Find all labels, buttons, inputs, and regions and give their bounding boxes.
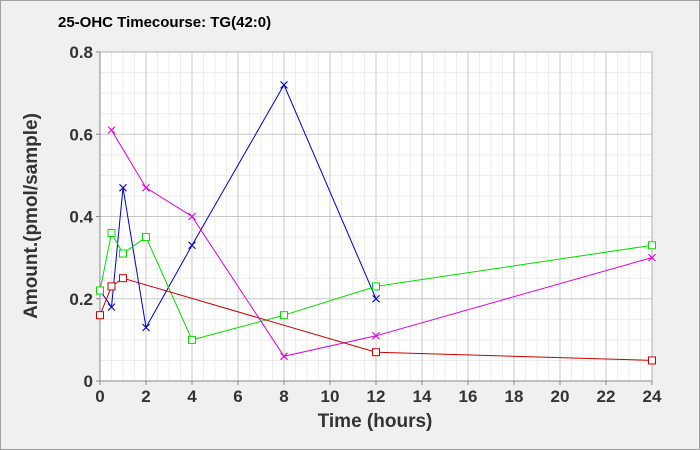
- x-tick-label: 12: [367, 387, 386, 406]
- data-point-marker: [648, 253, 656, 262]
- y-tick-label: 0.2: [69, 290, 93, 309]
- x-tick-label: 4: [187, 387, 197, 406]
- y-tick-label: 0: [84, 372, 93, 391]
- x-axis-label: Time (hours): [318, 411, 433, 432]
- x-tick-label: 20: [551, 387, 570, 406]
- data-point-marker: [188, 212, 196, 221]
- data-point-marker: [188, 241, 196, 250]
- y-tick-label: 0.6: [69, 125, 93, 144]
- data-point-marker: [372, 282, 380, 291]
- data-point-marker: [119, 274, 127, 283]
- series-layer: [96, 81, 656, 365]
- data-point-marker: [372, 331, 380, 340]
- data-point-marker: [142, 233, 150, 242]
- x-tick-label: 16: [459, 387, 478, 406]
- data-point-marker: [107, 303, 116, 311]
- x-tick-label: 0: [95, 387, 104, 406]
- data-point-marker: [119, 249, 127, 258]
- x-tick-labels: 0 2 4 6 8 10 12 14 16 18 20 22 24: [95, 381, 662, 406]
- y-tick-label: 0.8: [69, 43, 93, 62]
- data-point-marker: [280, 311, 288, 320]
- series-2: [96, 228, 656, 344]
- data-point-marker: [142, 323, 150, 332]
- data-point-marker: [96, 286, 104, 295]
- data-point-marker: [372, 294, 380, 303]
- x-tick-label: 6: [233, 387, 242, 406]
- data-point-marker: [107, 228, 116, 237]
- y-tick-label: 0.4: [69, 208, 93, 227]
- series-3: [107, 126, 656, 361]
- data-point-marker: [142, 183, 150, 192]
- x-tick-label: 22: [597, 387, 616, 406]
- x-tick-label: 24: [643, 387, 662, 406]
- x-tick-label: 10: [321, 387, 340, 406]
- data-point-marker: [280, 352, 288, 361]
- chart-title: 25-OHC Timecourse: TG(42:0): [58, 14, 271, 31]
- x-tick-label: 8: [279, 387, 288, 406]
- x-tick-label: 18: [505, 387, 524, 406]
- data-point-marker: [119, 183, 127, 192]
- x-tick-label: 14: [413, 387, 432, 406]
- data-point-marker: [107, 282, 116, 291]
- data-point-marker: [372, 348, 380, 357]
- y-tick-labels: 0 0.2 0.4 0.6 0.8: [69, 43, 100, 391]
- data-point-marker: [96, 311, 104, 320]
- data-point-marker: [188, 335, 196, 344]
- x-tick-label: 2: [141, 387, 150, 406]
- data-point-marker: [648, 241, 656, 250]
- series-line: [111, 129, 653, 357]
- data-point-marker: [280, 81, 288, 89]
- y-axis-label: Amount.(pmol/sample): [21, 113, 42, 319]
- series-4: [96, 274, 656, 365]
- data-point-marker: [107, 126, 116, 135]
- data-point-marker: [648, 356, 656, 365]
